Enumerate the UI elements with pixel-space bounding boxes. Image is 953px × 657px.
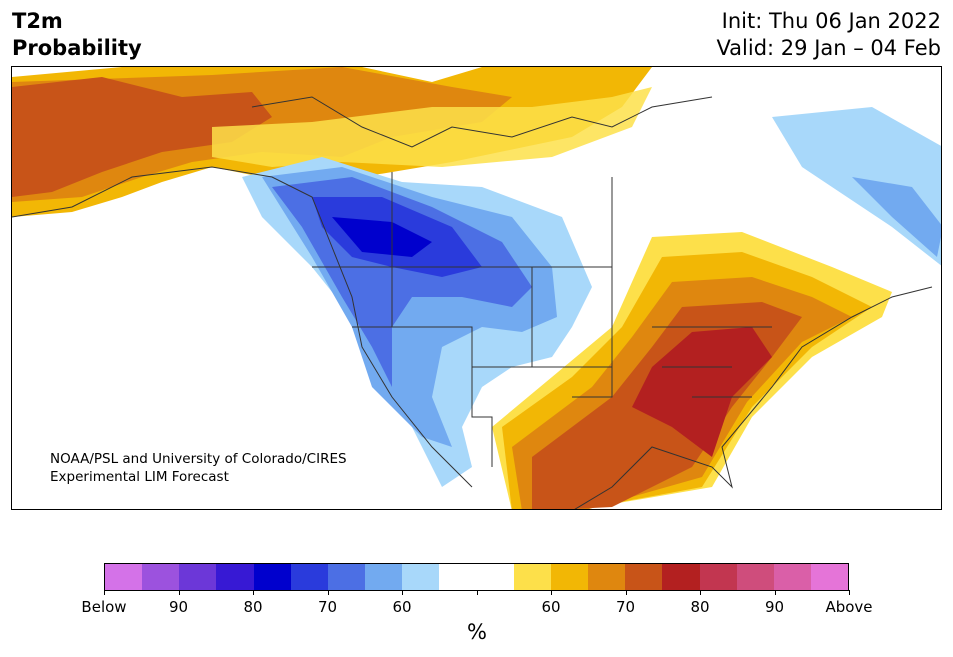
colorbar-tick <box>402 590 403 595</box>
colorbar-tick <box>551 590 552 595</box>
colorbar-tick <box>253 590 254 595</box>
credit-text: NOAA/PSL and University of Colorado/CIRE… <box>50 450 347 486</box>
colorbar-tick <box>700 590 701 595</box>
colorbar-label: 90 <box>764 598 785 616</box>
colorbar-swatch <box>588 564 626 590</box>
colorbar-label: 80 <box>690 598 710 616</box>
colorbar-label: 60 <box>392 598 412 616</box>
map-title: T2m Probability <box>12 8 142 62</box>
colorbar-swatch <box>662 564 700 590</box>
region-west-cold-max <box>332 217 432 257</box>
colorbar-label: Below <box>81 598 127 616</box>
units-label: % <box>467 620 487 644</box>
forecast-dates: Init: Thu 06 Jan 2022 Valid: 29 Jan – 04… <box>716 8 941 62</box>
colorbar-swatch <box>365 564 403 590</box>
colorbar-swatch <box>699 564 737 590</box>
colorbar-tick <box>625 590 627 595</box>
credit-line1: NOAA/PSL and University of Colorado/CIRE… <box>50 451 347 467</box>
init-date: Init: Thu 06 Jan 2022 <box>721 9 941 33</box>
colorbar-swatch <box>327 564 366 590</box>
colorbar-swatch <box>736 564 774 590</box>
map-panel: NOAA/PSL and University of Colorado/CIRE… <box>11 66 942 510</box>
border-lines <box>12 96 933 509</box>
colorbar-label: Above <box>825 598 873 616</box>
colorbar-swatch <box>253 564 291 590</box>
colorbar-swatch <box>142 564 180 590</box>
region-labrador-colder <box>852 177 941 257</box>
colorbar-label: 60 <box>541 598 561 616</box>
colorbar-swatch <box>550 564 589 590</box>
credit-line2: Experimental LIM Forecast <box>50 469 229 485</box>
colorbar-tick <box>849 590 850 595</box>
colorbar-tick <box>327 590 329 595</box>
colorbar-swatch <box>105 564 143 590</box>
colorbar-swatch <box>773 564 811 590</box>
colorbar-swatch <box>625 564 663 590</box>
region-north-yellow <box>212 87 652 167</box>
colorbar-swatch <box>290 564 328 590</box>
colorbar-label: 90 <box>168 598 189 616</box>
colorbar-swatch <box>402 564 440 590</box>
colorbar-swatch <box>179 564 217 590</box>
colorbar-tick <box>104 590 105 595</box>
region-east-red <box>632 327 772 457</box>
colorbar-swatch <box>439 564 477 590</box>
colorbar-tick <box>774 590 776 595</box>
region-labrador-cold <box>772 107 941 266</box>
colorbar-label: 70 <box>317 598 338 616</box>
colorbar-label: 80 <box>243 598 263 616</box>
colorbar-swatch <box>216 564 254 590</box>
colorbar-swatch <box>513 564 551 590</box>
colorbar-tick <box>476 590 478 595</box>
title-type: Probability <box>12 36 142 60</box>
region-alaska-dark <box>12 77 272 197</box>
colorbar-tick <box>178 590 180 595</box>
colorbar-swatch <box>810 564 849 590</box>
probability-map <box>12 67 941 509</box>
title-variable: T2m <box>12 9 63 33</box>
colorbar-label: 70 <box>615 598 636 616</box>
colorbar-swatch <box>476 564 514 590</box>
probability-colorbar <box>104 563 849 591</box>
valid-period: Valid: 29 Jan – 04 Feb <box>716 36 941 60</box>
